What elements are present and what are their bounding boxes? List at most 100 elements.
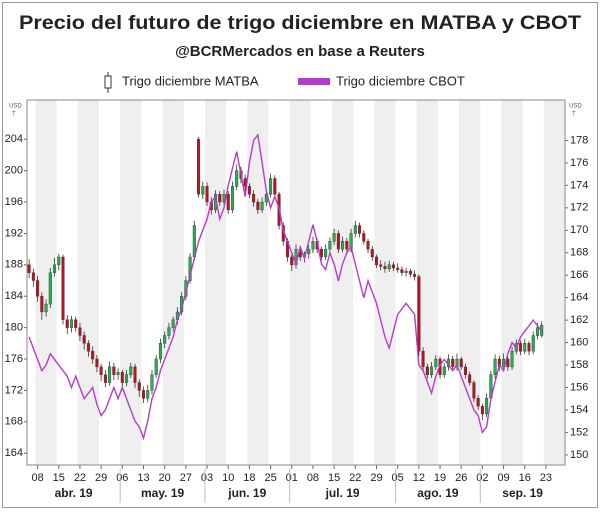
y2-tick-label: 152 [570,426,588,438]
candle-body [328,241,332,250]
month-label: abr. 19 [55,486,93,500]
x-tick-label: 06 [116,472,128,484]
candle-body [260,201,264,211]
candle-body [531,335,535,352]
x-tick-label: 03 [201,472,213,484]
week-band [501,100,523,465]
candle-body [383,266,387,269]
x-tick-label: 19 [434,472,446,484]
x-tick-label: 08 [31,472,43,484]
y2-tick-label: 174 [570,179,588,191]
week-band [247,100,269,465]
candle-body [379,264,383,267]
candle-body [408,270,412,275]
candle-body [226,193,230,211]
y2-tick-label: 164 [570,292,588,304]
y2-unit: T [572,112,576,118]
month-label: jun. 19 [227,486,266,500]
x-tick-label: 27 [180,472,192,484]
y-tick-label: 188 [5,259,23,271]
candle-body [480,405,484,415]
candle-body [400,269,404,273]
candle-body [434,358,438,368]
candle-body [218,193,222,203]
week-band [459,100,481,465]
candle-body [82,335,86,344]
week-band [543,100,565,465]
candle-body [48,272,52,305]
candle-body [307,248,311,255]
x-tick-label: 18 [243,472,255,484]
candle-body [247,186,251,195]
y2-tick-label: 156 [570,381,588,393]
candle-body [167,327,171,336]
y2-tick-label: 162 [570,314,588,326]
chart-title: Precio del futuro de trigo diciembre en … [19,13,581,34]
candle-body [137,382,141,391]
y-tick-label: 180 [5,322,23,334]
candle-body [86,343,90,352]
week-band [77,100,100,465]
candle-body [252,193,256,203]
candle-body [61,256,65,320]
candle-body [129,366,133,375]
candle-body [519,343,523,352]
x-tick-label: 29 [95,472,107,484]
legend-candle-icon [104,75,112,89]
x-tick-label: 09 [497,472,509,484]
candle-body [413,274,417,277]
y-tick-label: 168 [5,416,23,428]
y2-tick-label: 176 [570,157,588,169]
candle-body [451,358,455,368]
x-tick-label: 22 [74,472,86,484]
candle-body [235,170,239,187]
candle-body [120,372,124,383]
candle-body [430,366,434,375]
candle-body [421,350,425,368]
candle-body [290,256,294,266]
candle-body [150,374,154,391]
candle-body [31,272,35,281]
y-tick-label: 164 [5,447,23,459]
candle-body [36,280,40,297]
y-unit: USD [9,104,22,110]
month-label: sep. 19 [502,486,543,500]
candle-body [205,186,209,203]
candle-body [353,225,357,234]
candle-body [27,264,31,273]
candle-body [103,374,107,383]
x-tick-label: 15 [328,472,340,484]
candle-body [332,233,336,242]
y2-tick-label: 150 [570,449,588,461]
candle-body [527,343,531,352]
candle-body [523,343,527,352]
candle-body [319,248,323,258]
y-tick-label: 204 [5,133,23,145]
y-unit: T [12,112,16,118]
candle-body [404,270,408,273]
y2-tick-label: 170 [570,224,588,236]
candle-body [442,366,446,375]
candle-body [230,186,234,211]
x-tick-label: 15 [53,472,65,484]
candle-body [74,319,78,328]
candle-body [69,319,73,328]
y2-tick-label: 178 [570,134,588,146]
candle-body [171,319,175,328]
y-tick-label: 192 [5,227,23,239]
candle-body [197,139,201,195]
candle-body [116,372,120,375]
candle-body [506,358,510,368]
x-tick-label: 08 [307,472,319,484]
x-tick-label: 26 [455,472,467,484]
candle-body [362,233,366,242]
week-band [35,100,57,465]
x-tick-label: 20 [159,472,171,484]
week-band [162,100,184,465]
candle-body [91,350,95,360]
candle-body [472,382,476,399]
x-tick-label: 16 [519,472,531,484]
candle-body [510,350,514,368]
y-tick-label: 176 [5,353,23,365]
